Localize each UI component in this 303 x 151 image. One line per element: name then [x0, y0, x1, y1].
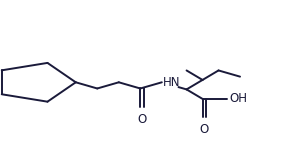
- Text: HN: HN: [163, 76, 181, 89]
- Text: OH: OH: [229, 92, 247, 105]
- Text: O: O: [137, 113, 146, 126]
- Text: O: O: [199, 123, 209, 136]
